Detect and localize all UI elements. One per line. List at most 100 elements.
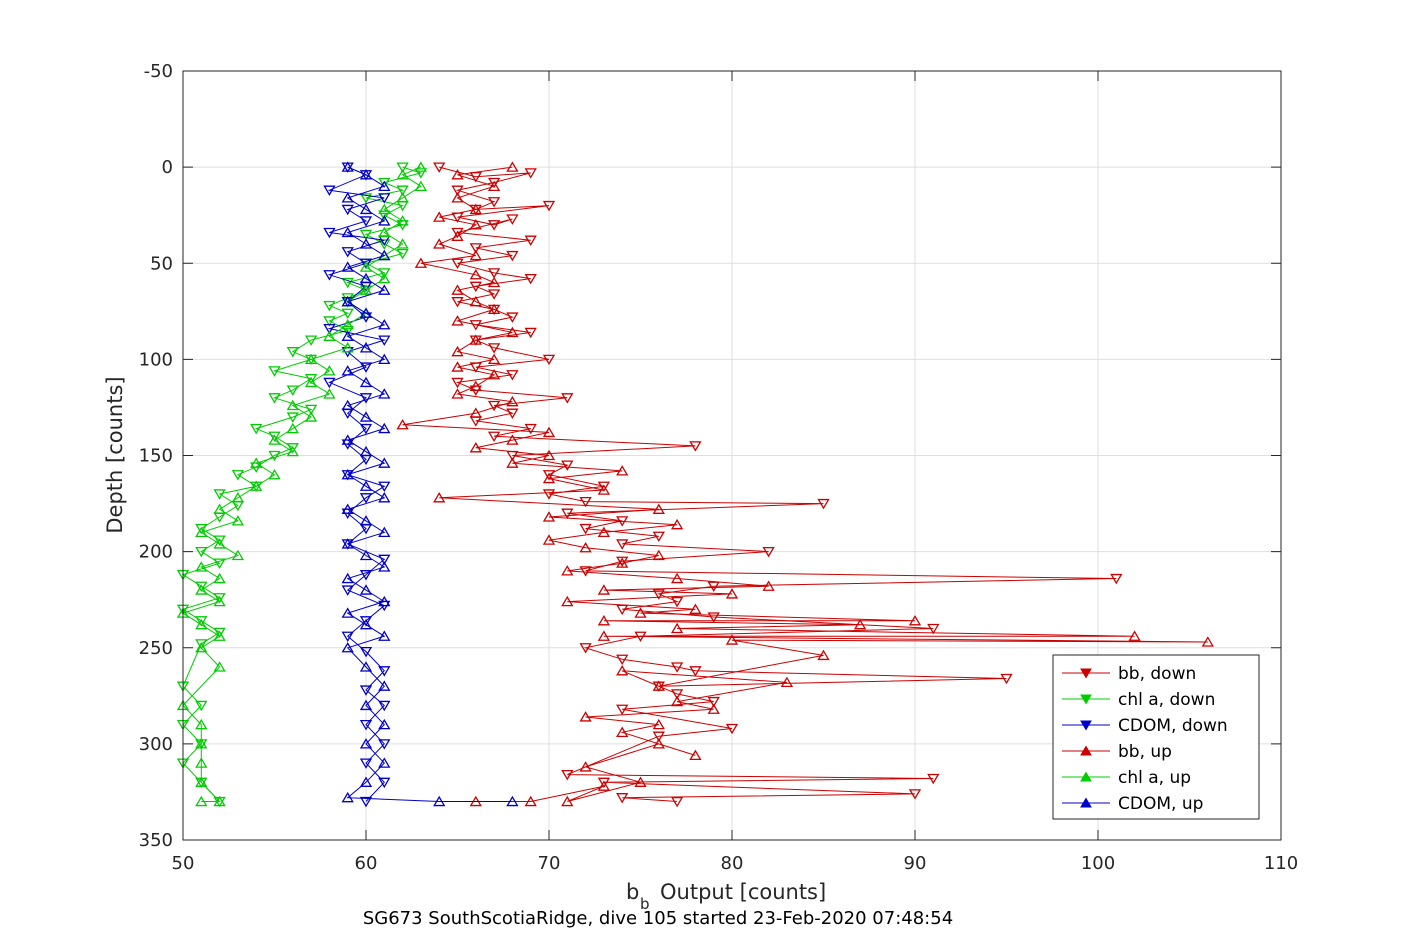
data-point — [359, 376, 373, 388]
series-cdom-up — [341, 161, 519, 807]
data-point — [561, 795, 574, 807]
data-point — [378, 700, 391, 712]
data-point — [597, 615, 611, 626]
data-point — [341, 192, 354, 203]
data-point — [304, 411, 318, 422]
data-point — [652, 731, 665, 742]
data-point — [378, 666, 391, 677]
data-point — [561, 508, 574, 519]
data-point — [506, 214, 519, 225]
data-point — [195, 718, 208, 730]
data-point — [689, 749, 702, 761]
data-point — [780, 676, 794, 688]
data-point — [268, 468, 281, 480]
data-point — [359, 796, 373, 808]
data-point — [378, 457, 391, 468]
x-tick-label: 60 — [355, 853, 378, 874]
data-point — [542, 470, 556, 481]
data-point — [451, 284, 464, 295]
data-point — [451, 315, 464, 326]
data-point — [451, 361, 464, 372]
data-point — [323, 377, 336, 389]
data-point — [378, 318, 391, 330]
data-point — [341, 161, 354, 172]
data-point — [359, 362, 373, 373]
data-point — [725, 634, 739, 645]
data-point — [268, 450, 281, 462]
data-point — [396, 418, 409, 430]
data-point — [378, 422, 391, 434]
data-point — [597, 584, 611, 595]
data-point — [524, 235, 537, 246]
data-point — [433, 492, 446, 503]
data-point — [396, 238, 409, 249]
data-point — [378, 481, 391, 493]
data-point — [359, 272, 373, 284]
data-point — [469, 380, 482, 391]
data-point — [213, 558, 226, 569]
data-point — [378, 272, 391, 284]
data-point — [341, 538, 354, 549]
data-point — [359, 307, 373, 318]
data-point — [469, 249, 482, 261]
series-bb-down — [433, 162, 1123, 808]
data-point — [359, 445, 373, 457]
data-point — [616, 539, 629, 550]
y-tick-label: 50 — [150, 253, 173, 274]
data-point — [231, 515, 245, 526]
data-point — [927, 623, 940, 635]
x-tick-label: 80 — [721, 853, 744, 874]
data-point — [597, 780, 611, 791]
data-point — [506, 408, 519, 419]
series-line — [327, 166, 387, 802]
data-point — [396, 215, 409, 226]
data-point — [670, 662, 684, 673]
data-point — [195, 618, 208, 630]
data-point — [524, 168, 537, 179]
data-point — [304, 335, 318, 346]
data-point — [195, 738, 208, 749]
series-line — [439, 166, 1117, 802]
data-point — [853, 618, 867, 630]
data-point — [433, 795, 446, 807]
data-point — [359, 661, 373, 672]
data-point — [195, 641, 208, 653]
data-point — [1128, 630, 1141, 641]
data-point — [817, 498, 830, 510]
data-point — [378, 757, 391, 768]
data-point — [378, 226, 391, 238]
data-point — [616, 465, 629, 476]
data-point — [341, 342, 354, 353]
data-point — [487, 368, 501, 380]
data-point — [670, 596, 684, 608]
data-point — [652, 549, 665, 561]
data-point — [707, 696, 720, 708]
data-point — [195, 546, 208, 558]
data-point — [359, 720, 373, 731]
data-point — [195, 561, 208, 572]
data-point — [195, 526, 208, 538]
y-tick-label: 250 — [139, 638, 173, 659]
legend-entry: chl a, up — [1062, 768, 1191, 788]
data-point — [451, 388, 464, 399]
data-point — [359, 584, 373, 595]
data-point — [323, 227, 336, 239]
data-point — [542, 489, 556, 500]
data-point — [396, 248, 409, 260]
data-point — [195, 639, 208, 650]
data-point — [451, 227, 464, 239]
data-point — [359, 203, 373, 215]
data-point — [487, 180, 501, 191]
legend-label: CDOM, down — [1118, 716, 1228, 736]
tick-labels: 50 60 70 80 90 100 110 -50 0 50 100 150 200 250 300 350 — [139, 61, 1299, 874]
data-point — [304, 353, 318, 365]
data-point — [506, 326, 519, 338]
data-point — [195, 757, 208, 768]
data-point — [487, 343, 501, 354]
legend-label: chl a, down — [1118, 690, 1215, 710]
data-point — [359, 618, 373, 630]
x-axis-label-subscript: b — [640, 895, 650, 913]
data-point — [670, 695, 684, 707]
data-point — [487, 268, 501, 279]
data-point — [231, 492, 245, 503]
